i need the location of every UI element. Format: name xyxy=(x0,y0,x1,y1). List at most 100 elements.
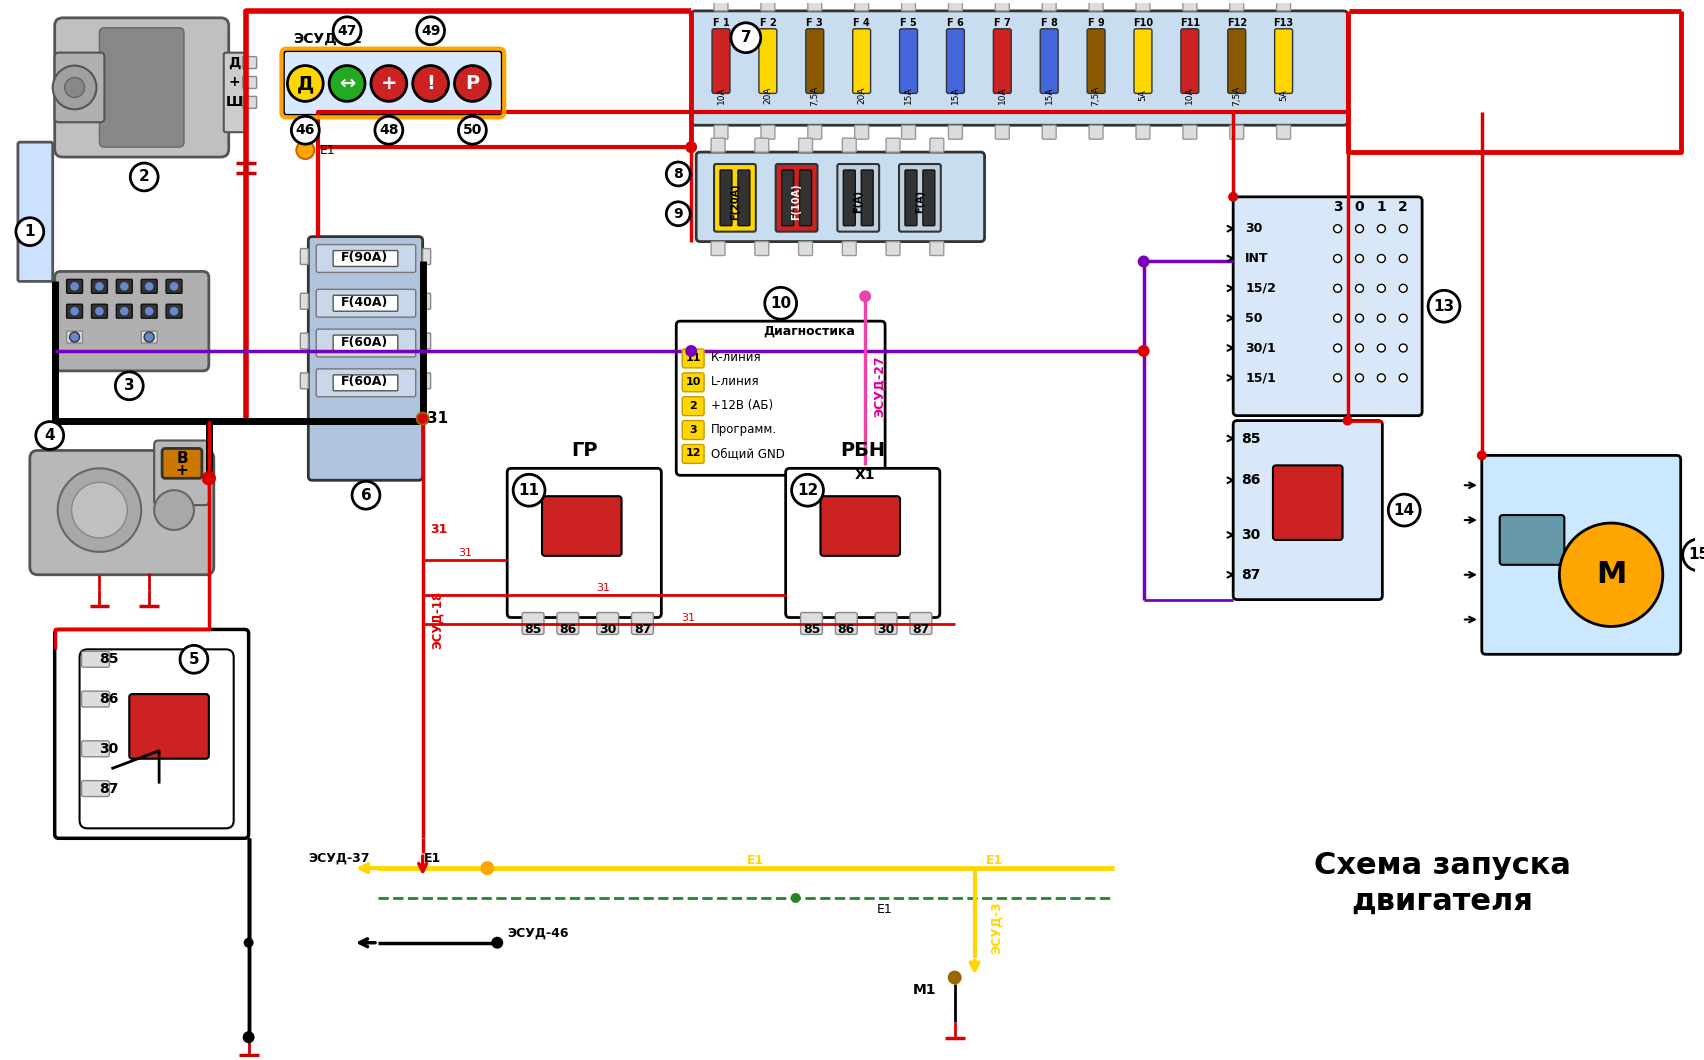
Text: 7,5A: 7,5A xyxy=(811,85,820,106)
FancyBboxPatch shape xyxy=(300,373,308,389)
Circle shape xyxy=(1399,374,1408,382)
FancyBboxPatch shape xyxy=(843,170,855,226)
Text: 86: 86 xyxy=(1242,473,1261,488)
FancyBboxPatch shape xyxy=(682,396,704,416)
Text: F(40A): F(40A) xyxy=(341,296,389,308)
FancyBboxPatch shape xyxy=(165,304,182,318)
Text: 5: 5 xyxy=(189,652,199,667)
Text: ЭСУД-3: ЭСУД-3 xyxy=(990,901,1002,954)
Text: L-линия: L-линия xyxy=(711,375,760,388)
Text: 85: 85 xyxy=(525,623,542,636)
Text: Программ.: Программ. xyxy=(711,423,777,436)
FancyBboxPatch shape xyxy=(786,469,941,618)
Text: 2: 2 xyxy=(138,170,150,184)
Circle shape xyxy=(1355,254,1363,263)
FancyBboxPatch shape xyxy=(300,248,308,265)
FancyBboxPatch shape xyxy=(855,0,869,11)
Text: F(90A): F(90A) xyxy=(341,251,389,264)
FancyBboxPatch shape xyxy=(82,741,109,757)
Text: 86: 86 xyxy=(99,692,119,706)
Circle shape xyxy=(1229,192,1239,201)
Circle shape xyxy=(371,66,407,102)
FancyBboxPatch shape xyxy=(721,170,733,226)
FancyBboxPatch shape xyxy=(557,613,579,635)
FancyBboxPatch shape xyxy=(1137,0,1150,11)
Circle shape xyxy=(1334,225,1341,232)
FancyBboxPatch shape xyxy=(99,28,184,147)
FancyBboxPatch shape xyxy=(1043,0,1056,11)
FancyBboxPatch shape xyxy=(521,613,544,635)
FancyBboxPatch shape xyxy=(910,613,932,635)
Circle shape xyxy=(36,422,63,449)
FancyBboxPatch shape xyxy=(317,369,416,396)
FancyBboxPatch shape xyxy=(993,29,1010,93)
Circle shape xyxy=(201,472,216,485)
Circle shape xyxy=(481,861,494,876)
FancyBboxPatch shape xyxy=(1039,29,1058,93)
FancyBboxPatch shape xyxy=(141,280,157,294)
Text: 20A: 20A xyxy=(763,87,772,104)
Text: F(60A): F(60A) xyxy=(341,375,389,388)
FancyBboxPatch shape xyxy=(92,304,107,318)
FancyBboxPatch shape xyxy=(31,450,213,575)
Text: 87: 87 xyxy=(1242,568,1261,582)
FancyBboxPatch shape xyxy=(82,651,109,667)
FancyBboxPatch shape xyxy=(692,11,1348,125)
FancyBboxPatch shape xyxy=(799,242,813,255)
Circle shape xyxy=(792,474,823,506)
Text: 87: 87 xyxy=(912,623,930,636)
Circle shape xyxy=(1334,344,1341,352)
Text: !: ! xyxy=(426,74,435,93)
Text: ЭСУД-22: ЭСУД-22 xyxy=(293,32,363,46)
Circle shape xyxy=(947,971,961,985)
Text: ↔: ↔ xyxy=(339,74,354,93)
Circle shape xyxy=(1334,314,1341,322)
FancyBboxPatch shape xyxy=(820,496,900,555)
Circle shape xyxy=(791,893,801,903)
Text: 87: 87 xyxy=(99,781,119,796)
Circle shape xyxy=(1138,344,1150,357)
FancyBboxPatch shape xyxy=(508,469,661,618)
Circle shape xyxy=(458,117,486,144)
Text: +: + xyxy=(380,74,397,93)
Circle shape xyxy=(1559,523,1663,626)
FancyBboxPatch shape xyxy=(55,271,210,371)
FancyBboxPatch shape xyxy=(55,630,249,838)
FancyBboxPatch shape xyxy=(300,294,308,310)
Circle shape xyxy=(58,469,141,552)
FancyBboxPatch shape xyxy=(317,245,416,272)
Circle shape xyxy=(859,290,871,302)
Circle shape xyxy=(65,77,85,98)
Text: 2: 2 xyxy=(1399,199,1408,214)
FancyBboxPatch shape xyxy=(66,304,82,318)
Circle shape xyxy=(1399,284,1408,293)
Text: 30: 30 xyxy=(878,623,895,636)
Text: 7: 7 xyxy=(741,31,751,46)
Text: 87: 87 xyxy=(634,623,651,636)
FancyBboxPatch shape xyxy=(334,335,397,351)
FancyBboxPatch shape xyxy=(697,152,985,242)
FancyBboxPatch shape xyxy=(930,138,944,152)
Circle shape xyxy=(666,162,690,186)
FancyBboxPatch shape xyxy=(423,333,431,349)
Text: 12: 12 xyxy=(685,448,700,458)
FancyBboxPatch shape xyxy=(223,53,245,132)
FancyBboxPatch shape xyxy=(924,170,935,226)
Text: 14: 14 xyxy=(1394,502,1414,517)
FancyBboxPatch shape xyxy=(1500,515,1564,565)
Text: 10A: 10A xyxy=(999,87,1007,104)
Text: 8: 8 xyxy=(673,167,683,181)
Text: 31: 31 xyxy=(596,583,610,593)
FancyBboxPatch shape xyxy=(1183,0,1196,11)
Text: Схема запуска
двигателя: Схема запуска двигателя xyxy=(1314,850,1571,916)
Circle shape xyxy=(244,938,254,948)
Circle shape xyxy=(416,411,429,425)
FancyBboxPatch shape xyxy=(676,321,884,475)
Circle shape xyxy=(1355,374,1363,382)
FancyBboxPatch shape xyxy=(317,329,416,357)
Text: 1: 1 xyxy=(24,224,36,240)
Text: 9: 9 xyxy=(673,207,683,220)
FancyBboxPatch shape xyxy=(1234,197,1423,416)
FancyBboxPatch shape xyxy=(711,138,724,152)
Text: E1: E1 xyxy=(320,143,336,157)
